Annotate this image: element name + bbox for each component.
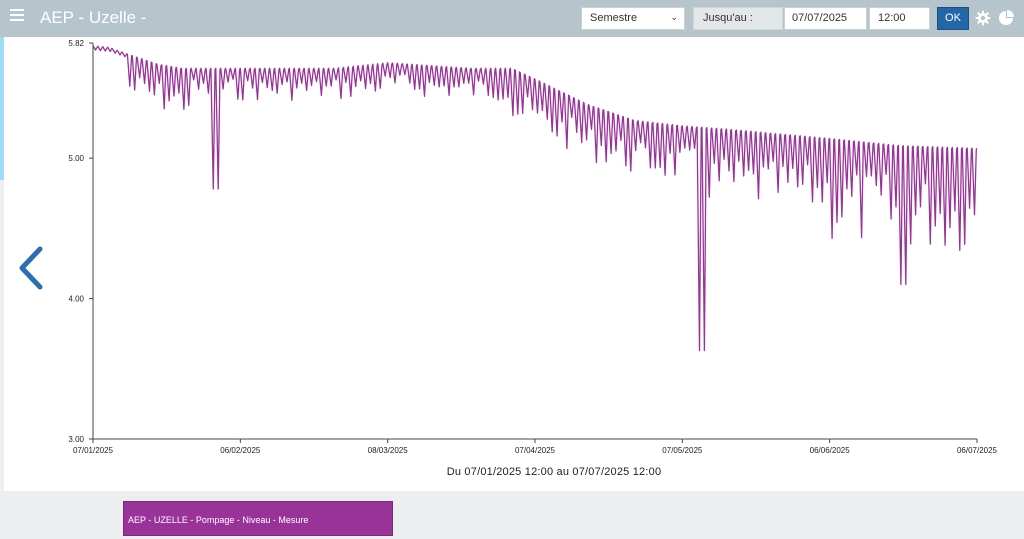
- x-tick-label: 07/01/2025: [73, 446, 114, 455]
- x-tick-label: 06/02/2025: [220, 446, 261, 455]
- left-accent-strip: [0, 37, 4, 180]
- chevron-left-icon[interactable]: [16, 245, 46, 291]
- legend-label: AEP - UZELLE - Pompage - Niveau - Mesure: [128, 515, 309, 525]
- x-tick-label: 06/07/2025: [957, 446, 998, 455]
- y-tick-label: 5.00: [68, 154, 84, 163]
- chart-panel: [4, 37, 1024, 491]
- date-input[interactable]: 07/07/2025: [784, 7, 867, 30]
- legend-item[interactable]: AEP - UZELLE - Pompage - Niveau - Mesure: [123, 501, 393, 536]
- ok-button[interactable]: OK: [937, 7, 969, 30]
- x-tick-label: 06/06/2025: [810, 446, 851, 455]
- x-tick-label: 08/03/2025: [368, 446, 409, 455]
- period-select-value: Semestre: [590, 12, 638, 24]
- menu-icon[interactable]: [10, 9, 24, 21]
- until-label: Jusqu'au :: [693, 7, 783, 30]
- date-range-caption: Du 07/01/2025 12:00 au 07/07/2025 12:00: [446, 466, 662, 478]
- gear-icon[interactable]: [975, 10, 991, 26]
- top-toolbar: AEP - Uzelle - Semestre ⌄ Jusqu'au : 07/…: [0, 0, 1024, 37]
- series-line: [92, 45, 978, 352]
- chevron-down-icon: ⌄: [670, 12, 678, 22]
- time-input[interactable]: 12:00: [869, 7, 930, 30]
- x-tick-label: 07/05/2025: [662, 446, 703, 455]
- page-title: AEP - Uzelle -: [40, 8, 147, 27]
- period-select[interactable]: Semestre ⌄: [581, 7, 685, 30]
- y-tick-label: 4.00: [68, 295, 84, 304]
- pie-chart-icon[interactable]: [998, 10, 1014, 26]
- level-line-chart: 3.00 4.00 5.00 5.82 07/01/2025 06/02/2025 08/0…: [68, 39, 998, 455]
- y-tick-label: 5.82: [68, 39, 84, 48]
- x-tick-label: 07/04/2025: [515, 446, 556, 455]
- y-tick-label: 3.00: [68, 435, 84, 444]
